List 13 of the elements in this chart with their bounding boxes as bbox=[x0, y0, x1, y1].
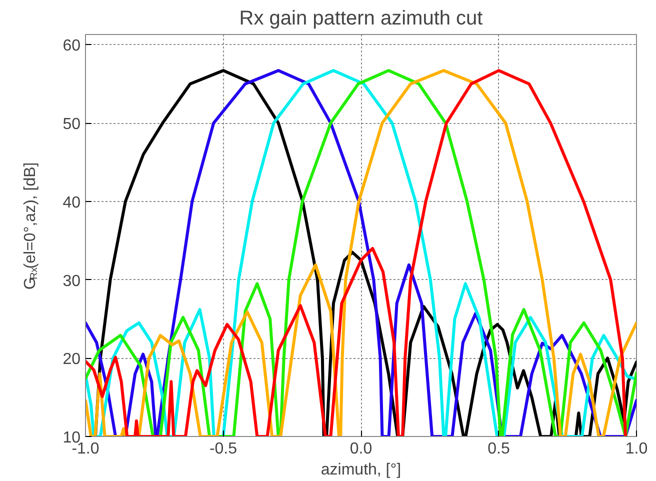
y-tick-label: 40 bbox=[62, 194, 81, 212]
y-tick-label: 30 bbox=[62, 272, 81, 290]
chart-title: Rx gain pattern azimuth cut bbox=[239, 8, 484, 30]
x-tick-label: 0.5 bbox=[488, 440, 510, 458]
y-tick-label: 50 bbox=[62, 116, 81, 134]
y-tick-label: 20 bbox=[62, 351, 81, 368]
y-tick-label: 60 bbox=[62, 38, 81, 55]
x-tick-label: -0.5 bbox=[209, 440, 238, 458]
x-tick-label: 0.0 bbox=[350, 440, 372, 458]
x-axis-title: azimuth, [°] bbox=[320, 462, 402, 478]
x-tick-label: -1.0 bbox=[72, 440, 100, 458]
x-tick-label: 1.0 bbox=[625, 440, 648, 458]
y-axis-title: GRx(el=0°,az), [dB] bbox=[22, 162, 40, 290]
